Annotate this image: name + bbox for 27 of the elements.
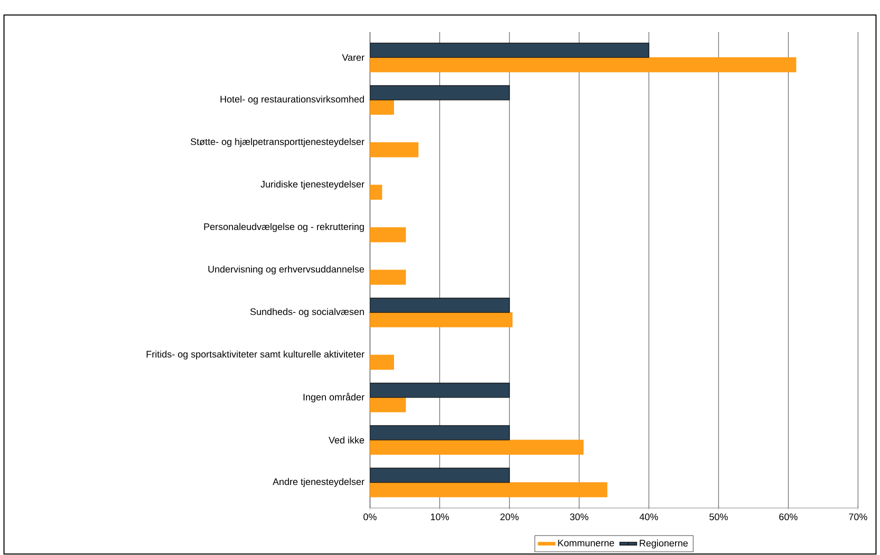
y-tick-label: Ved ikke bbox=[328, 436, 364, 444]
y-tick-label: Andre tjenesteydelser bbox=[272, 478, 364, 487]
bar bbox=[370, 425, 510, 440]
x-tick-label: 60% bbox=[779, 513, 798, 520]
x-tick-label: 70% bbox=[848, 513, 868, 520]
x-tick-label: 40% bbox=[640, 513, 658, 520]
y-tick-label: Fritids- og sportsaktiviteter samt kulturelle aktiviteter bbox=[146, 350, 364, 360]
y-tick-label: Hotel- og restaurationsvirksomhed bbox=[220, 96, 364, 104]
x-tick-label: 50% bbox=[709, 513, 728, 520]
x-tick-label: 30% bbox=[570, 513, 588, 520]
x-tick-label: 20% bbox=[500, 513, 519, 520]
y-tick-label: Sundheds- og socialvæsen bbox=[250, 308, 364, 317]
x-tick-label: 10% bbox=[430, 513, 449, 520]
y-tick-label: Juridiske tjenesteydelser bbox=[260, 180, 364, 190]
y-tick-label: Støtte- og hjælpetransporttjenesteydelser bbox=[190, 138, 364, 147]
x-tick-label: 0% bbox=[364, 513, 377, 520]
y-tick-label: Personaleudvælgelse og - rekruttering bbox=[204, 223, 364, 232]
y-tick-label: Undervisning og erhvervsuddannelse bbox=[208, 266, 364, 274]
bar bbox=[370, 298, 510, 313]
bar bbox=[370, 382, 510, 398]
bar bbox=[370, 42, 650, 58]
legend-label: Regionerne bbox=[640, 540, 688, 548]
bar bbox=[370, 85, 510, 100]
y-tick-label: Varer bbox=[342, 54, 364, 61]
y-tick-label: Ingen områder bbox=[304, 392, 364, 402]
legend-label: Kommunerne bbox=[558, 540, 614, 546]
bar bbox=[370, 468, 510, 483]
